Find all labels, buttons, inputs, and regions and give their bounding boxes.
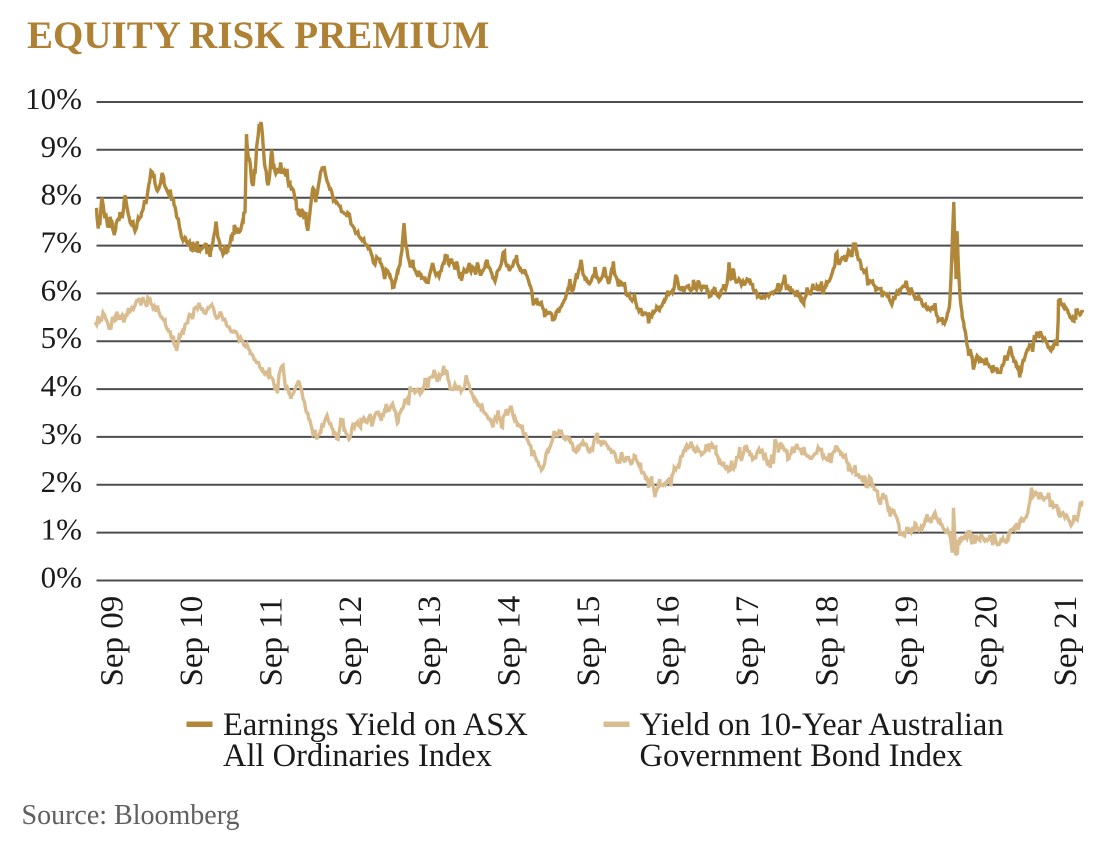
svg-text:Sep 18: Sep 18 [810, 596, 846, 687]
svg-text:0%: 0% [41, 560, 82, 595]
svg-text:Sep 21: Sep 21 [1048, 596, 1084, 687]
svg-text:Sep 20: Sep 20 [969, 596, 1005, 687]
svg-text:1%: 1% [41, 512, 82, 547]
svg-text:Source: Bloomberg: Source: Bloomberg [22, 800, 240, 831]
svg-text:All Ordinaries Index: All Ordinaries Index [223, 738, 492, 774]
svg-text:Sep 09: Sep 09 [94, 596, 130, 687]
svg-text:8%: 8% [41, 177, 82, 212]
svg-text:Sep 14: Sep 14 [492, 596, 528, 687]
svg-text:EQUITY RISK PREMIUM: EQUITY RISK PREMIUM [27, 14, 489, 57]
svg-text:Sep 11: Sep 11 [253, 597, 289, 687]
svg-text:Yield on 10-Year Australian: Yield on 10-Year Australian [640, 707, 1004, 743]
svg-text:Sep 10: Sep 10 [174, 596, 210, 687]
svg-text:4%: 4% [41, 368, 82, 403]
svg-text:3%: 3% [41, 416, 82, 451]
svg-text:5%: 5% [41, 320, 82, 355]
svg-text:9%: 9% [41, 129, 82, 164]
svg-text:Sep 16: Sep 16 [651, 596, 687, 687]
svg-text:Sep 15: Sep 15 [571, 596, 607, 687]
svg-text:Sep 19: Sep 19 [889, 596, 925, 687]
svg-text:10%: 10% [25, 81, 82, 116]
svg-text:7%: 7% [41, 225, 82, 260]
svg-text:Sep 17: Sep 17 [730, 596, 766, 687]
svg-text:6%: 6% [41, 272, 82, 307]
svg-text:Earnings Yield on ASX: Earnings Yield on ASX [223, 707, 528, 743]
svg-text:Government Bond Index: Government Bond Index [640, 738, 963, 774]
svg-text:Sep 13: Sep 13 [412, 596, 448, 687]
svg-text:Sep 12: Sep 12 [333, 596, 369, 687]
svg-text:2%: 2% [41, 464, 82, 499]
